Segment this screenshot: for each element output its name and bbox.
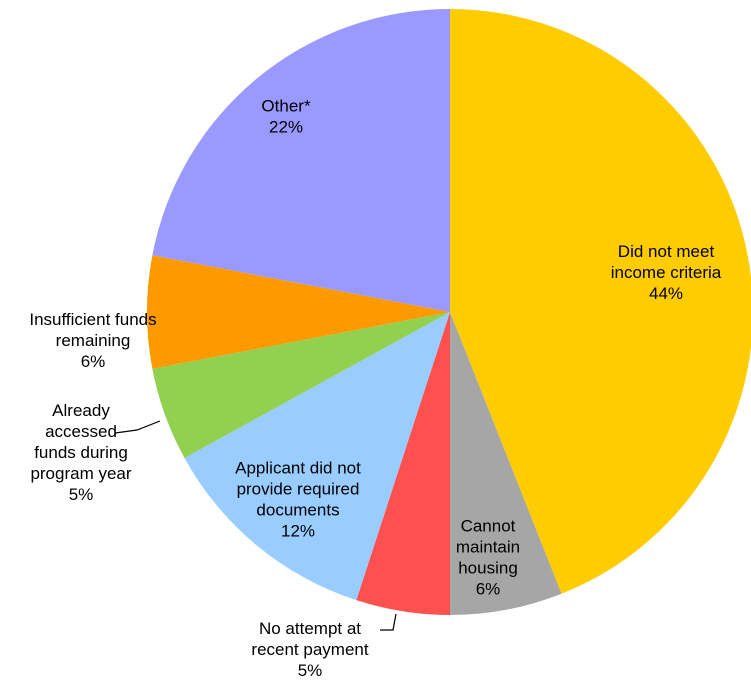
slice-label-already-accessed-funds: Already accessed funds during program year 5… xyxy=(30,401,131,504)
pie-slices xyxy=(147,9,751,615)
slice-category-label: program year xyxy=(30,464,131,483)
leader-line-no-attempt xyxy=(380,613,397,631)
leader-line-already-accessed xyxy=(114,420,161,434)
slice-category-label: Other* xyxy=(261,97,311,116)
slice-category-label: remaining xyxy=(56,331,131,350)
pie-slice-insufficient-funds xyxy=(147,255,450,369)
slice-category-label: income criteria xyxy=(611,263,722,282)
slice-category-label: Did not meet xyxy=(618,242,715,261)
pie-slice-no-attempt-recent-payment xyxy=(356,312,450,615)
slice-value-label: 22% xyxy=(269,118,303,137)
slice-category-label: documents xyxy=(256,501,339,520)
slice-value-label: 6% xyxy=(476,580,501,599)
slice-value-label: 5% xyxy=(69,485,94,504)
slice-category-label: Applicant did not xyxy=(235,459,361,478)
pie-slice-other xyxy=(152,9,450,312)
slice-category-label: housing xyxy=(458,559,518,578)
slice-category-label: No attempt at xyxy=(259,619,361,638)
slice-label-insufficient-funds: Insufficient funds remaining 6% xyxy=(29,310,156,371)
slice-label-cannot-maintain-housing: Cannot maintain housing 6% xyxy=(456,517,520,599)
slice-category-label: Already xyxy=(52,401,110,420)
slice-value-label: 44% xyxy=(649,284,683,303)
slice-category-label: provide required xyxy=(237,480,360,499)
slice-category-label: funds during xyxy=(34,443,128,462)
slice-labels: Did not meet income criteria 44% Cannot main… xyxy=(29,97,721,681)
pie-slice-applicant-no-documents xyxy=(184,312,451,601)
slice-label-applicant-no-documents: Applicant did not provide required documen… xyxy=(235,459,361,541)
slice-label-no-attempt-recent-payment: No attempt at recent payment 5% xyxy=(251,619,368,680)
slice-label-did-not-meet-income: Did not meet income criteria 44% xyxy=(611,242,722,303)
slice-label-other: Other* 22% xyxy=(261,97,311,137)
slice-category-label: Cannot xyxy=(461,517,516,536)
slice-value-label: 6% xyxy=(81,352,106,371)
slice-category-label: accessed xyxy=(45,422,117,441)
slice-category-label: Insufficient funds xyxy=(29,310,156,329)
pie-slice-did-not-meet-income xyxy=(450,9,751,594)
slice-value-label: 5% xyxy=(298,661,323,680)
pie-slice-already-accessed-funds xyxy=(152,312,450,458)
slice-value-label: 12% xyxy=(281,522,315,541)
slice-category-label: maintain xyxy=(456,538,520,557)
slice-category-label: recent payment xyxy=(251,640,368,659)
leader-lines xyxy=(114,420,397,631)
pie-slice-cannot-maintain-housing xyxy=(450,312,562,615)
